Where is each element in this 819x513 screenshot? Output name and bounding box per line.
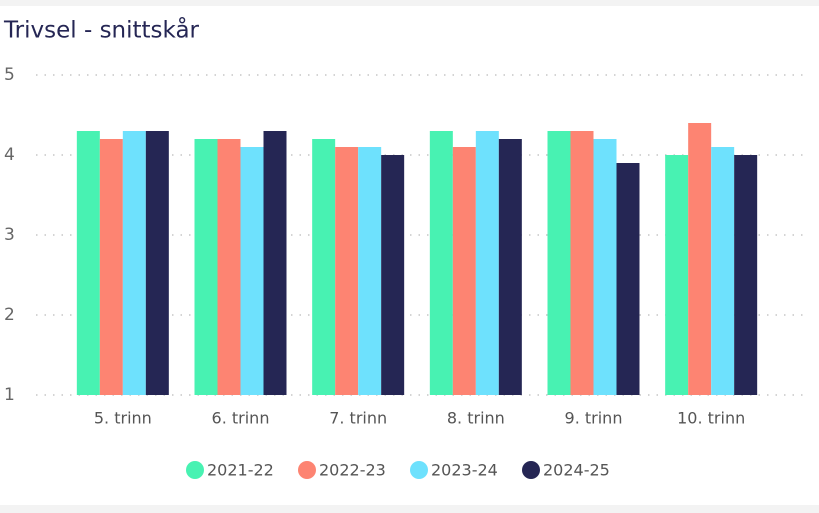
bar bbox=[217, 139, 241, 395]
legend-marker bbox=[522, 461, 540, 479]
y-tick-label: 4 bbox=[4, 145, 15, 165]
x-tick-label: 8. trinn bbox=[447, 409, 505, 428]
legend-label: 2023-24 bbox=[431, 461, 498, 480]
legend-marker bbox=[410, 461, 428, 479]
legend-label: 2024-25 bbox=[543, 461, 610, 480]
x-tick-label: 10. trinn bbox=[677, 409, 745, 428]
bar bbox=[194, 139, 218, 395]
y-tick-label: 2 bbox=[4, 305, 15, 325]
bar bbox=[547, 131, 571, 395]
bar bbox=[335, 147, 359, 395]
bar bbox=[593, 139, 617, 395]
y-tick-label: 5 bbox=[4, 65, 15, 85]
bar bbox=[429, 131, 453, 395]
bar bbox=[381, 155, 405, 395]
bar bbox=[122, 131, 146, 395]
legend-marker bbox=[186, 461, 204, 479]
x-tick-label: 6. trinn bbox=[212, 409, 270, 428]
bar bbox=[312, 139, 336, 395]
bar bbox=[498, 139, 522, 395]
chart-title: Trivsel - snittskår bbox=[3, 16, 200, 44]
legend-label: 2021-22 bbox=[207, 461, 274, 480]
bar bbox=[240, 147, 264, 395]
x-tick-label: 7. trinn bbox=[329, 409, 387, 428]
bar bbox=[263, 131, 287, 395]
bar bbox=[711, 147, 735, 395]
x-tick-label: 9. trinn bbox=[565, 409, 623, 428]
bar bbox=[452, 147, 476, 395]
bar bbox=[570, 131, 594, 395]
bar bbox=[734, 155, 758, 395]
bar bbox=[475, 131, 499, 395]
y-tick-label: 1 bbox=[4, 385, 15, 405]
legend-label: 2022-23 bbox=[319, 461, 386, 480]
bar bbox=[665, 155, 689, 395]
bar bbox=[616, 163, 640, 395]
bar bbox=[99, 139, 123, 395]
y-tick-label: 3 bbox=[4, 225, 15, 245]
bar bbox=[688, 123, 712, 395]
bar bbox=[76, 131, 100, 395]
bar bbox=[358, 147, 382, 395]
x-tick-label: 5. trinn bbox=[94, 409, 152, 428]
bar bbox=[145, 131, 169, 395]
legend-marker bbox=[298, 461, 316, 479]
